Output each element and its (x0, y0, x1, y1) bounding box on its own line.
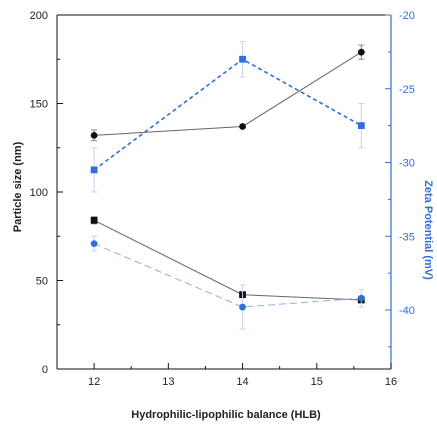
series-4-point (239, 303, 246, 311)
y2-axis-title: Zeta Potential (mV) (422, 180, 434, 280)
x-tick-label: 16 (385, 376, 397, 388)
y-tick-label: 100 (30, 187, 48, 199)
series-1-point (357, 48, 365, 56)
y-tick-label: 200 (30, 10, 48, 22)
y-tick-label: 50 (36, 276, 48, 288)
series-4-point (90, 240, 98, 248)
x-tick-label: 12 (88, 376, 100, 388)
series-3-line (93, 58, 362, 171)
x-tick-label: 14 (236, 376, 248, 388)
x-tick-label: 15 (311, 376, 323, 388)
series-3-point (239, 55, 246, 63)
y2-tick-label: -20 (399, 10, 415, 22)
series-3-point (357, 122, 365, 130)
y2-tick-label: -40 (399, 305, 415, 317)
x-axis-title: Hydrophilic-lipophilic balance (HLB) (131, 409, 321, 421)
series-2-line (93, 219, 362, 301)
y2-tick-label: -25 (399, 84, 415, 96)
series-1-line (94, 51, 362, 136)
series-1-point (90, 131, 98, 139)
series-1-point (239, 123, 246, 130)
series-2-point (90, 216, 98, 224)
y2-tick-label: -30 (399, 158, 415, 170)
y-tick-label: 0 (42, 364, 48, 376)
series-4-line (93, 243, 362, 308)
y-axis-title: Particle size (nm) (12, 141, 24, 232)
y-tick-label: 150 (30, 99, 48, 111)
y2-tick-label: -35 (399, 231, 415, 243)
x-tick-label: 13 (162, 376, 174, 388)
series-4-point (357, 294, 365, 302)
series-3-point (90, 166, 98, 174)
